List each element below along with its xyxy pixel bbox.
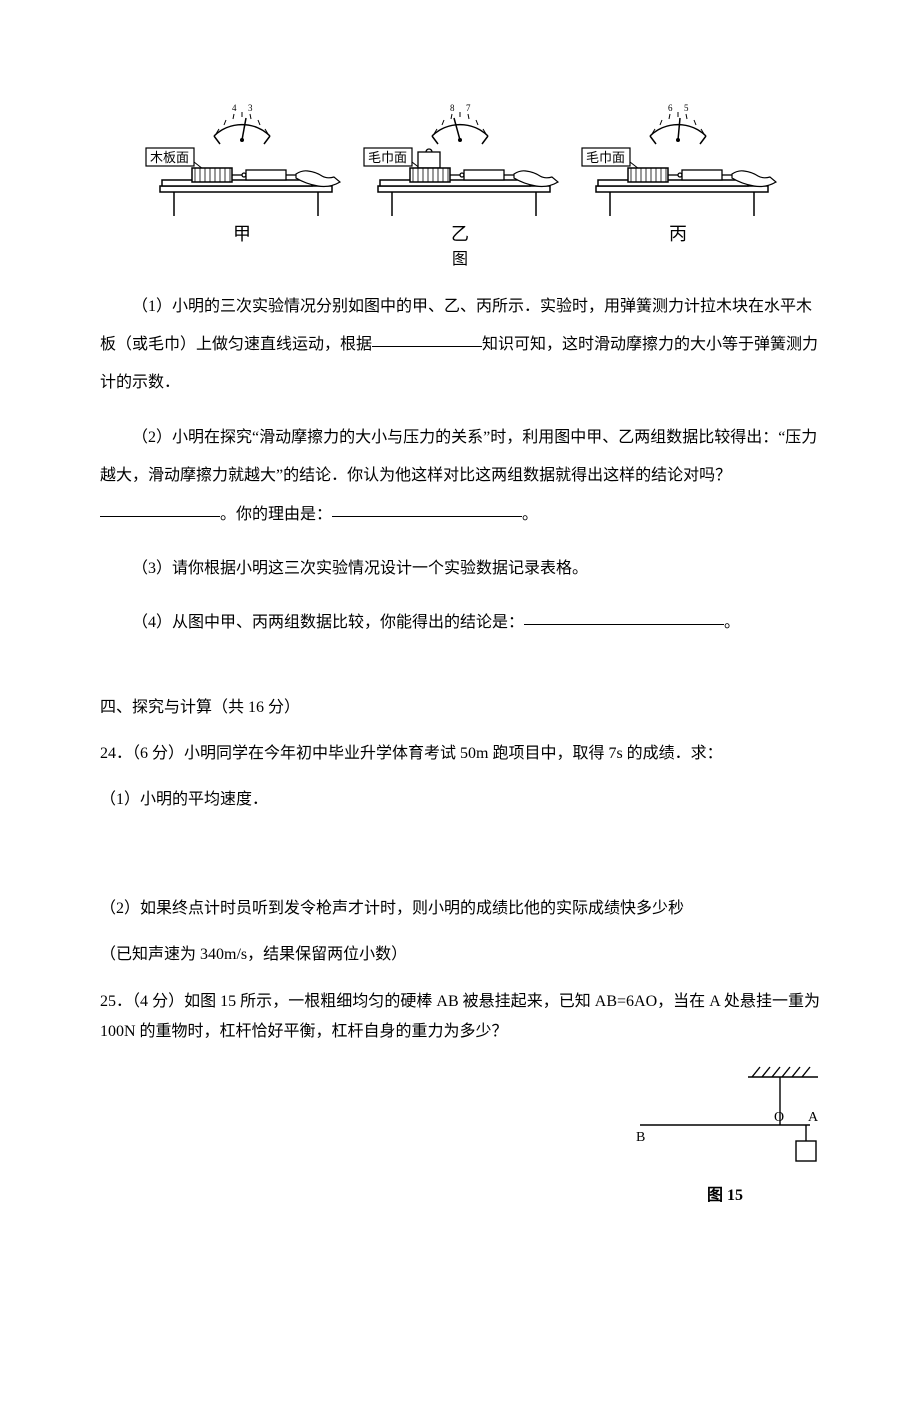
question-4: （4）从图中甲、丙两组数据比较，你能得出的结论是： 。 — [100, 604, 820, 642]
q4-blank[interactable] — [524, 608, 724, 625]
label-B: B — [636, 1130, 645, 1145]
experiment-figure: 4 3 木板面 — [100, 90, 820, 272]
dial-icon: 6 5 — [650, 103, 706, 144]
surface-text: 木板面 — [150, 150, 189, 165]
weight-box-icon — [796, 1141, 816, 1161]
table-icon — [596, 180, 768, 216]
figure-caption: 图 — [142, 249, 778, 271]
spring-scale-icon — [450, 170, 514, 180]
svg-text:5: 5 — [684, 103, 689, 113]
q2-blank2[interactable] — [332, 500, 522, 517]
dial-icon: 4 3 — [214, 103, 270, 144]
svg-text:8: 8 — [450, 103, 455, 113]
apparatus-row: 4 3 木板面 — [142, 90, 778, 247]
svg-text:6: 6 — [668, 103, 673, 113]
figure-15-caption: 图 15 — [630, 1177, 820, 1215]
ceiling-icon — [748, 1067, 818, 1077]
spring-scale-icon — [668, 170, 732, 180]
problem-24-line1: 24．（6 分）小明同学在今年初中毕业升学体育考试 50m 跑项目中，取得 7s… — [100, 739, 820, 769]
q1-blank[interactable] — [372, 330, 482, 347]
question-1: （1）小明的三次实验情况分别如图中的甲、乙、丙所示．实验时，用弹簧测力计拉木块在… — [100, 288, 820, 403]
svg-text:4: 4 — [232, 103, 237, 113]
q2-mid: 。你的理由是： — [220, 506, 332, 523]
q4-tail: 。 — [724, 614, 740, 631]
surface-text: 毛巾面 — [586, 150, 625, 165]
apparatus-caption: 甲 — [233, 222, 251, 247]
apparatus-bing: 6 5 毛巾面 — [578, 90, 778, 247]
q4-lead: （4）从图中甲、丙两组数据比较，你能得出的结论是： — [132, 614, 524, 631]
block-icon — [410, 168, 450, 182]
section-4-heading: 四、探究与计算（共 16 分） — [100, 693, 820, 723]
dial-icon: 8 7 — [432, 103, 488, 144]
q2-blank1[interactable] — [100, 500, 220, 517]
apparatus-yi: 8 7 毛巾面 — [360, 90, 560, 247]
block-icon — [192, 168, 232, 182]
label-A: A — [808, 1110, 819, 1125]
problem-24-sub2a: （2）如果终点计时员听到发令枪声才计时，则小明的成绩比他的实际成绩快多少秒 — [100, 894, 820, 924]
q2-lead: （2）小明在探究“滑动摩擦力的大小与压力的关系”时，利用图中甲、乙两组数据比较得… — [100, 429, 817, 484]
q3-text: （3）请你根据小明这三次实验情况设计一个实验数据记录表格。 — [132, 560, 588, 577]
table-icon — [160, 180, 332, 216]
problem-25-text: 25．（4 分）如图 15 所示，一根粗细均匀的硬棒 AB 被悬挂起来，已知 A… — [100, 987, 820, 1048]
svg-text:3: 3 — [248, 103, 253, 113]
problem-24-sub1: （1）小明的平均速度． — [100, 785, 820, 815]
svg-text:7: 7 — [466, 103, 471, 113]
table-icon — [378, 180, 550, 216]
weight-icon — [418, 149, 440, 168]
problem-24-sub2b: （已知声速为 340m/s，结果保留两位小数） — [100, 940, 820, 970]
apparatus-caption: 丙 — [669, 222, 687, 247]
question-2: （2）小明在探究“滑动摩擦力的大小与压力的关系”时，利用图中甲、乙两组数据比较得… — [100, 419, 820, 534]
question-3: （3）请你根据小明这三次实验情况设计一个实验数据记录表格。 — [100, 550, 820, 588]
figure-15: B O A 图 15 — [630, 1063, 820, 1215]
spring-scale-icon — [232, 170, 296, 180]
label-O: O — [774, 1110, 784, 1125]
apparatus-jia: 4 3 木板面 — [142, 90, 342, 247]
q2-tail: 。 — [522, 506, 538, 523]
block-icon — [628, 168, 668, 182]
surface-text: 毛巾面 — [368, 150, 407, 165]
apparatus-caption: 乙 — [451, 222, 469, 247]
